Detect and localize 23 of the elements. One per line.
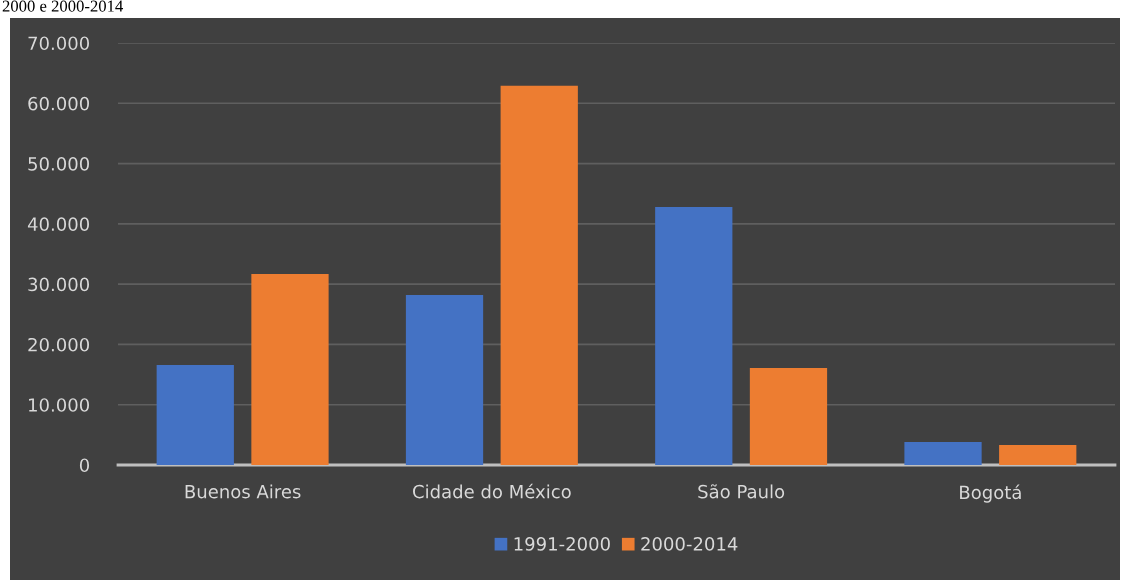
x-tick-label: São Paulo [698,484,785,499]
y-tick-label: 50.000 [28,157,90,171]
bar [251,273,329,465]
bar [156,364,234,465]
bar [655,206,733,465]
bar [904,442,982,465]
bar [999,445,1077,465]
y-tick-label: 60.000 [28,96,90,111]
bar [405,294,484,465]
y-tick-label: 10.000 [29,398,90,412]
y-tick-label: 30.000 [28,277,90,292]
bar [500,85,578,465]
y-tick-label: 70.000 [28,36,90,51]
x-tick-label: Bogotá [960,484,1021,503]
y-tick-label: 0 [79,458,90,473]
bar [749,367,828,465]
x-tick-label: Buenos Aires [185,484,301,499]
legend-label: 2000-2014 [641,537,738,551]
y-tick-label: 40.000 [27,217,90,231]
x-tick-label: Cidade do México [413,483,571,499]
chart-title: 2000 e 2000-2014 [2,0,124,12]
legend-label: 1991-2000 [514,537,610,551]
y-tick-label: 20.000 [28,337,90,352]
